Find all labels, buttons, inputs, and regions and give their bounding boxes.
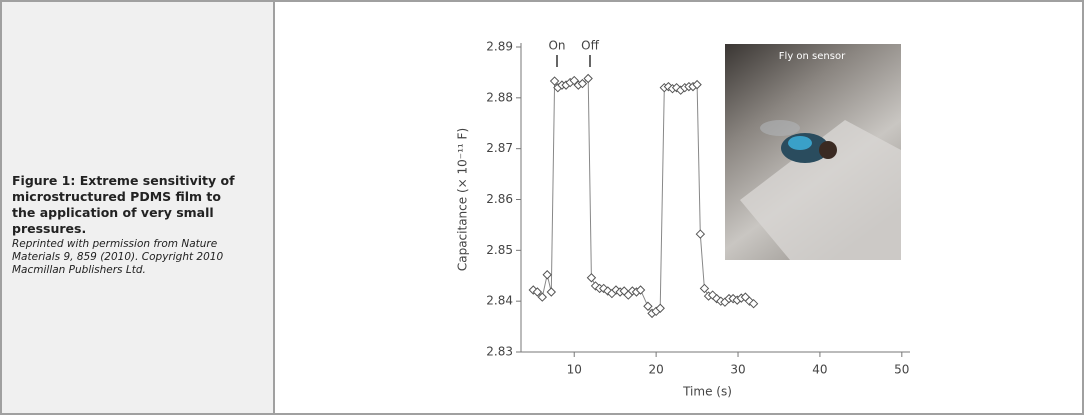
marker <box>583 73 593 84</box>
x-axis-label: Time (s) <box>682 385 732 399</box>
marker <box>549 76 560 86</box>
caption: Figure 1: Extreme sensitivity of microst… <box>12 173 242 277</box>
marker <box>643 301 653 311</box>
fly-head <box>819 141 837 159</box>
x-tick-label: 50 <box>894 363 909 377</box>
caption-cell: Figure 1: Extreme sensitivity of microst… <box>2 2 275 413</box>
annotation: Off <box>581 39 599 53</box>
marker <box>692 79 702 90</box>
caption-title: Figure 1: Extreme sensitivity of microst… <box>12 173 235 236</box>
sensor <box>740 120 901 260</box>
y-tick-label: 2.88 <box>486 90 513 104</box>
annotation: On <box>548 39 565 53</box>
marker <box>577 78 588 89</box>
caption-credit: Reprinted with permission from Nature Ma… <box>12 238 224 276</box>
y-tick-label: 2.84 <box>486 294 513 308</box>
y-tick-label: 2.89 <box>486 40 513 54</box>
y-tick-label: 2.87 <box>486 141 513 155</box>
inset-label: Fly on sensor <box>779 51 846 62</box>
marker <box>635 285 646 295</box>
marker <box>748 299 759 309</box>
marker <box>537 292 547 302</box>
x-tick-label: 30 <box>730 363 745 377</box>
x-tick-label: 20 <box>648 363 663 377</box>
fly-thorax <box>788 136 812 150</box>
y-axis-label: Capacitance (× 10⁻¹¹ F) <box>456 128 470 271</box>
marker <box>532 287 543 297</box>
inset-photo <box>725 44 901 260</box>
marker <box>695 229 706 239</box>
marker <box>586 273 597 283</box>
x-tick-label: 40 <box>812 363 827 377</box>
data-line <box>533 77 754 315</box>
x-tick-label: 10 <box>567 363 582 377</box>
y-tick-label: 2.86 <box>486 192 513 206</box>
y-tick-label: 2.85 <box>486 243 513 257</box>
fly-wing <box>760 120 800 136</box>
marker <box>699 283 710 294</box>
marker <box>655 303 665 313</box>
marker <box>546 287 557 297</box>
marker <box>542 270 552 280</box>
y-tick-label: 2.83 <box>486 345 513 359</box>
